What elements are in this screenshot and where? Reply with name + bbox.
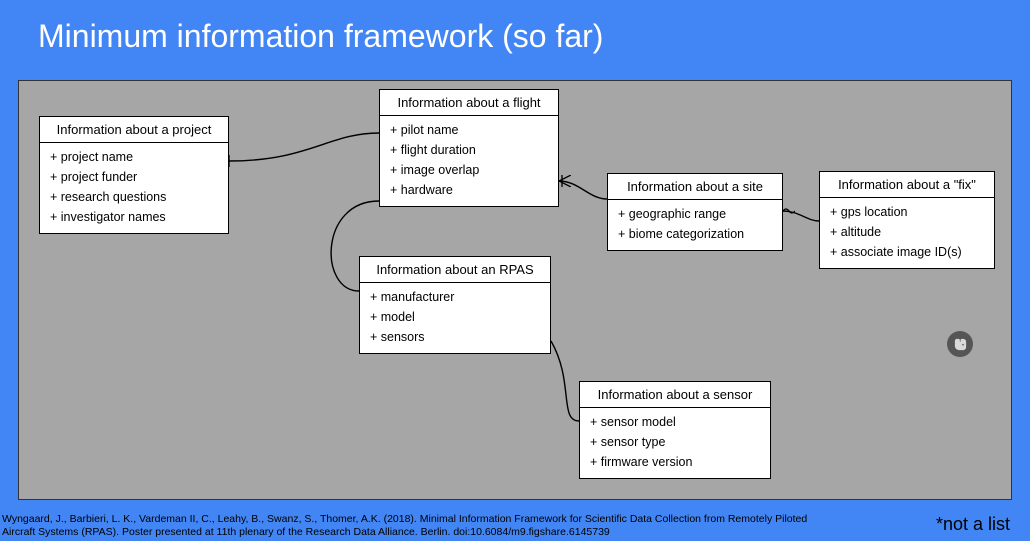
edge-project-flight (229, 133, 379, 161)
entity-attr: + project funder (50, 167, 218, 187)
entity-attr: + image overlap (390, 160, 548, 180)
entity-attr: + pilot name (390, 120, 548, 140)
entity-attr: + gps location (830, 202, 984, 222)
entity-body: + pilot name+ flight duration+ image ove… (380, 116, 558, 206)
edge-site-fix (783, 211, 819, 221)
entity-attr: + firmware version (590, 452, 760, 472)
elephant-icon (953, 337, 968, 352)
footnote-text: *not a list (936, 514, 1010, 535)
evernote-badge (947, 331, 973, 357)
entity-body: + project name+ project funder+ research… (40, 143, 228, 233)
diagram-canvas: Information about a project+ project nam… (18, 80, 1012, 500)
entity-body: + gps location+ altitude+ associate imag… (820, 198, 994, 268)
entity-attr: + sensor type (590, 432, 760, 452)
entity-attr: + geographic range (618, 204, 772, 224)
entity-body: + manufacturer+ model+ sensors (360, 283, 550, 353)
entity-attr: + associate image ID(s) (830, 242, 984, 262)
entity-attr: + altitude (830, 222, 984, 242)
entity-attr: + project name (50, 147, 218, 167)
entity-title: Information about a flight (380, 90, 558, 116)
entity-project: Information about a project+ project nam… (39, 116, 229, 234)
slide-title: Minimum information framework (so far) (0, 0, 1030, 55)
entity-body: + geographic range+ biome categorization (608, 200, 782, 250)
entity-flight: Information about a flight+ pilot name+ … (379, 89, 559, 207)
entity-attr: + sensor model (590, 412, 760, 432)
entity-rpas: Information about an RPAS+ manufacturer+… (359, 256, 551, 354)
entity-attr: + biome categorization (618, 224, 772, 244)
entity-attr: + manufacturer (370, 287, 540, 307)
entity-attr: + sensors (370, 327, 540, 347)
entity-attr: + hardware (390, 180, 548, 200)
entity-title: Information about a site (608, 174, 782, 200)
citation-text: Wyngaard, J., Barbieri, L. K., Vardeman … (2, 513, 822, 539)
entity-attr: + research questions (50, 187, 218, 207)
entity-title: Information about a "fix" (820, 172, 994, 198)
entity-attr: + flight duration (390, 140, 548, 160)
entity-title: Information about a project (40, 117, 228, 143)
edge-rpas-sensor (551, 341, 579, 421)
entity-title: Information about an RPAS (360, 257, 550, 283)
entity-sensor: Information about a sensor+ sensor model… (579, 381, 771, 479)
entity-attr: + model (370, 307, 540, 327)
entity-body: + sensor model+ sensor type+ firmware ve… (580, 408, 770, 478)
entity-attr: + investigator names (50, 207, 218, 227)
entity-title: Information about a sensor (580, 382, 770, 408)
entity-site: Information about a site+ geographic ran… (607, 173, 783, 251)
entity-fix: Information about a "fix"+ gps location+… (819, 171, 995, 269)
edge-flight-site (559, 181, 607, 199)
